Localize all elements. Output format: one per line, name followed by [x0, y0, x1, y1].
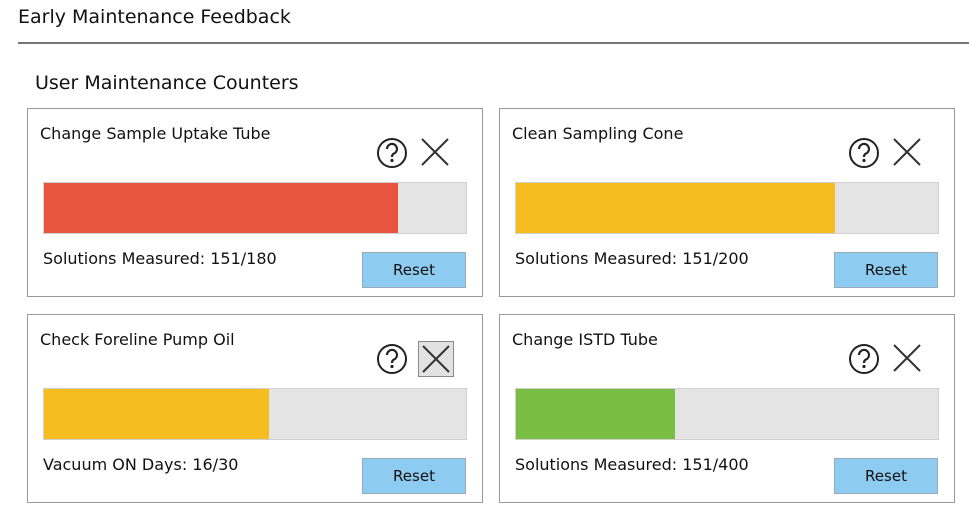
- progress-fill: [516, 183, 835, 233]
- counter-card: Clean Sampling Cone Solutions Measured: 1…: [499, 108, 955, 297]
- counter-title: Check Foreline Pump Oil: [40, 330, 235, 349]
- close-button[interactable]: [418, 341, 454, 377]
- progress-fill: [44, 389, 270, 439]
- progress-track: [43, 388, 467, 440]
- counter-title: Change Sample Uptake Tube: [40, 124, 271, 143]
- progress-track: [43, 182, 467, 234]
- window-title: Early Maintenance Feedback: [18, 6, 291, 28]
- counter-status: Solutions Measured: 151/200: [515, 249, 749, 268]
- counter-status: Vacuum ON Days: 16/30: [43, 455, 239, 474]
- reset-button[interactable]: Reset: [834, 252, 938, 288]
- help-button[interactable]: [376, 137, 408, 173]
- progress-fill: [44, 183, 398, 233]
- counter-title: Change ISTD Tube: [512, 330, 658, 349]
- close-button[interactable]: [890, 135, 926, 171]
- counter-card: Check Foreline Pump Oil Vacuum ON Days: 1…: [27, 314, 483, 503]
- help-button[interactable]: [848, 137, 880, 173]
- reset-button[interactable]: Reset: [362, 252, 466, 288]
- counter-title: Clean Sampling Cone: [512, 124, 684, 143]
- counter-card: Change Sample Uptake Tube Solutions Measu…: [27, 108, 483, 297]
- progress-track: [515, 388, 939, 440]
- close-button[interactable]: [890, 341, 926, 377]
- progress-track: [515, 182, 939, 234]
- counter-card: Change ISTD Tube Solutions Measured: 151/…: [499, 314, 955, 503]
- help-button[interactable]: [848, 343, 880, 379]
- progress-fill: [516, 389, 676, 439]
- section-title: User Maintenance Counters: [35, 72, 299, 94]
- counter-status: Solutions Measured: 151/180: [43, 249, 277, 268]
- reset-button[interactable]: Reset: [834, 458, 938, 494]
- divider: [18, 42, 969, 44]
- help-button[interactable]: [376, 343, 408, 379]
- close-button[interactable]: [418, 135, 454, 171]
- reset-button[interactable]: Reset: [362, 458, 466, 494]
- counter-status: Solutions Measured: 151/400: [515, 455, 749, 474]
